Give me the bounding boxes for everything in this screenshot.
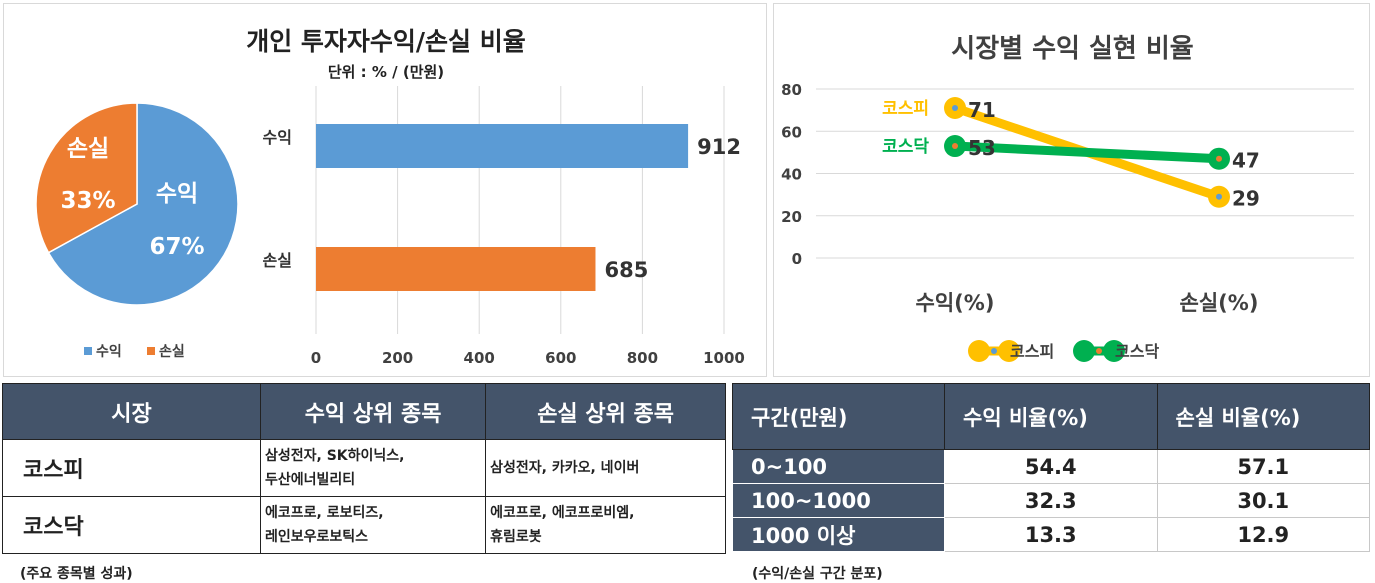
table2-caption: (수익/손실 구간 분포) xyxy=(752,566,883,582)
header-gain-ratio: 수익 비율(%) xyxy=(944,383,1158,450)
bar xyxy=(316,124,689,168)
pie-percent: 67% xyxy=(149,234,204,260)
data-point-center xyxy=(952,105,958,112)
y-tick-label: 20 xyxy=(781,208,802,226)
loss-ratio-cell: 30.1 xyxy=(1156,483,1370,518)
y-tick-label: 60 xyxy=(781,123,802,141)
y-tick-label: 40 xyxy=(781,166,802,184)
x-tick-label: 400 xyxy=(464,349,495,367)
legend-swatch-gain xyxy=(84,347,92,355)
legend-marker xyxy=(1073,340,1095,362)
table-row: 코스닥 에코프로, 로보티즈, 레인보우로보틱스 에코프로, 에코프로비엠, 휴림로… xyxy=(2,496,726,554)
data-label: 53 xyxy=(968,136,996,160)
market-cell: 코스피 xyxy=(2,439,261,497)
data-label: 71 xyxy=(968,98,996,122)
x-tick-label: 200 xyxy=(382,349,413,367)
table-row: 코스피 삼성전자, SK하이닉스, 두산에너빌리티 삼성전자, 카카오, 네이버 xyxy=(2,439,726,497)
x-category-label: 수익(%) xyxy=(916,291,995,315)
legend-marker-center xyxy=(991,348,997,354)
pie-label: 손실 xyxy=(67,136,109,162)
data-label: 47 xyxy=(1232,149,1260,173)
y-tick-label: 0 xyxy=(792,250,802,268)
market-cell: 코스닥 xyxy=(2,496,261,554)
gain-ratio-cell: 32.3 xyxy=(944,483,1158,518)
header-range: 구간(만원) xyxy=(732,383,945,450)
header-gain: 수익 상위 종목 xyxy=(259,383,487,440)
data-point-center xyxy=(1216,155,1222,162)
table-row: 100~1000 32.3 30.1 xyxy=(732,483,1370,518)
table-header-row: 구간(만원) 수익 비율(%) 손실 비율(%) xyxy=(732,383,1370,450)
gain-ratio-cell: 13.3 xyxy=(944,517,1158,552)
loss-cell: 삼성전자, 카카오, 네이버 xyxy=(485,439,726,497)
legend-marker xyxy=(998,340,1020,362)
pie-label: 수익 xyxy=(156,181,198,207)
bar xyxy=(316,247,596,291)
gain-cell: 삼성전자, SK하이닉스, 두산에너빌리티 xyxy=(259,439,487,497)
chart-title: 개인 투자자수익/손실 비율 xyxy=(246,27,526,56)
range-cell: 100~1000 xyxy=(732,483,945,518)
x-tick-label: 0 xyxy=(311,349,321,367)
gain-line: 삼성전자, SK하이닉스, xyxy=(265,448,405,464)
legend-label: 손실 xyxy=(159,344,185,360)
loss-line: 삼성전자, 카카오, 네이버 xyxy=(490,460,640,476)
x-category-label: 손실(%) xyxy=(1180,291,1259,315)
gain-line: 레인보우로보틱스 xyxy=(265,529,369,545)
range-cell: 1000 이상 xyxy=(732,517,945,552)
chart-subtitle: 단위 : % / (만원) xyxy=(327,63,445,81)
market-line-chart-panel: 시장별 수익 실현 비율 0 20 40 60 80 수익(%) 손실(%) 71 29 코스피 5… xyxy=(773,3,1370,377)
loss-ratio-cell: 12.9 xyxy=(1156,517,1370,552)
gain-line: 두산에너빌리티 xyxy=(265,472,356,488)
loss-line: 휴림로봇 xyxy=(490,529,542,545)
table1-caption: (주요 종목별 성과) xyxy=(20,566,133,582)
bar-value-label: 912 xyxy=(697,135,741,159)
series-line xyxy=(950,141,1224,164)
data-point-center xyxy=(1216,193,1222,200)
table-row: 1000 이상 13.3 12.9 xyxy=(732,517,1370,552)
legend-marker xyxy=(1103,340,1125,362)
legend-marker-center xyxy=(1096,348,1102,354)
gain-line: 에코프로, 로보티즈, xyxy=(265,505,384,521)
category-label: 손실 xyxy=(263,251,292,270)
table-header-row: 시장 수익 상위 종목 손실 상위 종목 xyxy=(2,383,726,440)
x-tick-label: 1000 xyxy=(703,349,745,367)
legend-marker xyxy=(968,340,990,362)
gain-ratio-cell: 54.4 xyxy=(944,449,1158,484)
series-inline-label: 코스닥 xyxy=(882,137,929,157)
top-stocks-table: 시장 수익 상위 종목 손실 상위 종목 코스피 삼성전자, SK하이닉스, 두산… xyxy=(2,383,726,554)
header-market: 시장 xyxy=(2,383,261,440)
legend-label: 수익 xyxy=(96,343,122,360)
profit-loss-chart-panel: 개인 투자자수익/손실 비율 단위 : % / (만원) 수익 67% 손실 33% 수… xyxy=(3,3,767,377)
legend-swatch-loss xyxy=(147,347,155,355)
pie-slice xyxy=(47,102,239,306)
table-row: 0~100 54.4 57.1 xyxy=(732,449,1370,484)
bar-value-label: 685 xyxy=(604,258,648,282)
line-chart-title: 시장별 수익 실현 비율 xyxy=(951,34,1194,64)
x-tick-label: 600 xyxy=(545,349,576,367)
range-distribution-table: 구간(만원) 수익 비율(%) 손실 비율(%) 0~100 54.4 57.1… xyxy=(732,383,1370,552)
loss-ratio-cell: 57.1 xyxy=(1156,449,1370,484)
legend-label: 코스닥 xyxy=(1115,342,1159,361)
legend-label: 코스피 xyxy=(1010,342,1054,361)
data-label: 29 xyxy=(1232,187,1260,211)
y-tick-label: 80 xyxy=(781,81,802,99)
gain-cell: 에코프로, 로보티즈, 레인보우로보틱스 xyxy=(259,496,487,554)
data-point-center xyxy=(952,143,958,150)
x-tick-label: 800 xyxy=(627,349,658,367)
loss-cell: 에코프로, 에코프로비엠, 휴림로봇 xyxy=(485,496,726,554)
range-cell: 0~100 xyxy=(732,449,945,484)
category-label: 수익 xyxy=(263,128,292,147)
series-inline-label: 코스피 xyxy=(882,99,929,119)
header-loss-ratio: 손실 비율(%) xyxy=(1156,383,1370,450)
pie-slice xyxy=(35,102,138,254)
header-loss: 손실 상위 종목 xyxy=(485,383,726,440)
pie-percent: 33% xyxy=(60,188,115,214)
loss-line: 에코프로, 에코프로비엠, xyxy=(490,505,635,521)
